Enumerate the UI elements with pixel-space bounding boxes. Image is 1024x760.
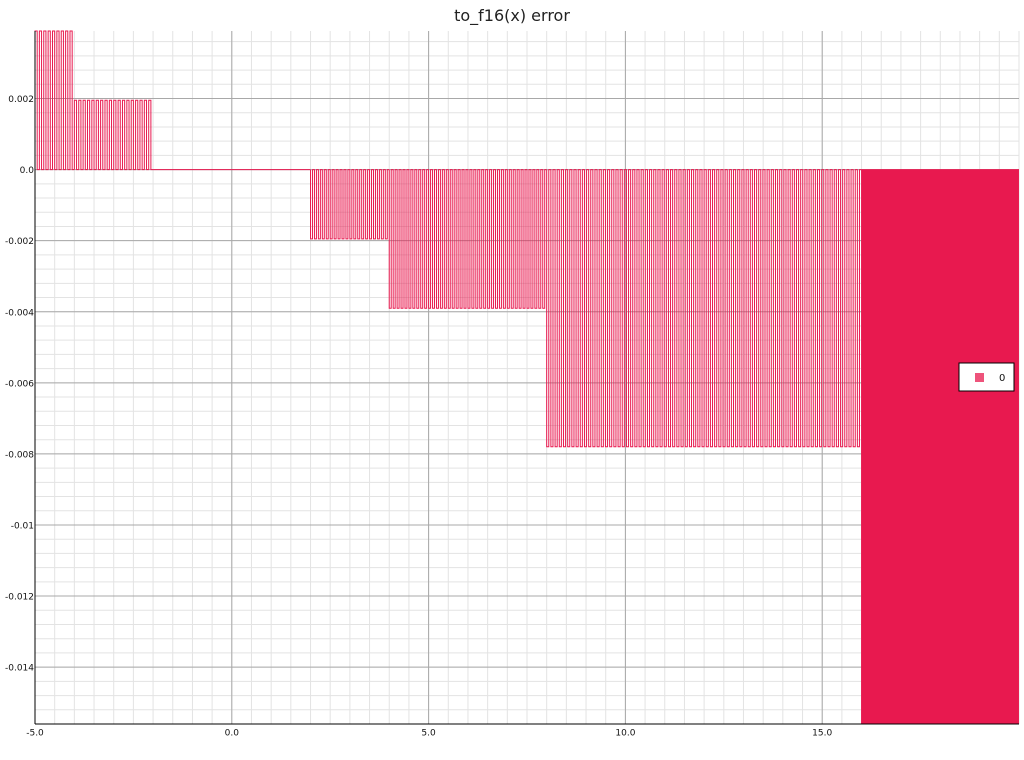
y-tick-label: -0.002	[5, 237, 34, 247]
x-tick-label: 15.0	[812, 729, 832, 739]
y-tick-label: -0.012	[5, 593, 34, 603]
series-segment	[310, 169, 390, 240]
legend-swatch	[975, 373, 984, 382]
x-tick-label: 5.0	[421, 729, 436, 739]
series-segment	[546, 169, 862, 448]
series-layer	[34, 30, 1019, 725]
x-tick-label: 10.0	[615, 729, 635, 739]
x-tick-label: 0.0	[225, 729, 240, 739]
series-segment	[388, 169, 547, 309]
legend: 0	[958, 362, 1015, 392]
y-tick-label: -0.01	[11, 521, 34, 531]
axes	[34, 31, 1019, 725]
y-tick-label: -0.004	[5, 308, 34, 318]
y-tick-label: 0.002	[8, 95, 34, 105]
legend-label: 0	[999, 373, 1005, 384]
chart-title: to_f16(x) error	[454, 6, 570, 25]
y-tick-label: -0.014	[5, 664, 34, 674]
legend-box	[958, 362, 1015, 392]
series-segment	[34, 30, 75, 171]
y-tick-label: -0.008	[5, 450, 34, 460]
x-tick-label: -5.0	[26, 729, 44, 739]
y-tick-label: -0.006	[5, 379, 34, 389]
y-tick-label: 0.0	[20, 166, 35, 176]
tick-labels: -5.0 0.0 5.0 10.0 15.0 0.002 0.0 -0.002 -0.004 -0…	[5, 95, 833, 738]
series-segment	[861, 169, 1019, 725]
series-segment	[73, 99, 154, 171]
